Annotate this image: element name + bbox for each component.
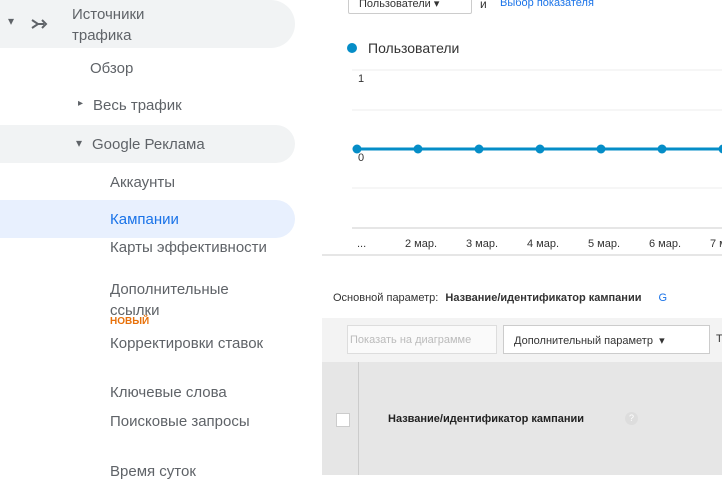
column-divider bbox=[358, 362, 359, 475]
x-tick-label: 5 мар. bbox=[588, 238, 620, 250]
metric-link[interactable]: Выбор показателя bbox=[500, 0, 594, 9]
nav-item[interactable]: Поисковые запросы bbox=[110, 413, 250, 430]
nav-item[interactable]: Кампании bbox=[110, 211, 179, 228]
conjunction: и bbox=[480, 0, 487, 11]
collapsed-arrow: ▸ bbox=[78, 98, 84, 109]
x-tick-label: 7 мар. bbox=[710, 238, 722, 250]
nav-item[interactable]: Карты эффективности bbox=[110, 239, 267, 256]
data-point bbox=[718, 144, 722, 154]
legend-marker bbox=[347, 43, 357, 53]
nav-item[interactable]: Ключевые слова bbox=[110, 384, 227, 401]
x-tick-label: ... bbox=[357, 238, 366, 250]
nav-item[interactable]: Время суток bbox=[110, 463, 196, 480]
nav-item[interactable]: Обзор bbox=[90, 60, 134, 77]
checkbox[interactable] bbox=[336, 413, 350, 427]
table-header bbox=[322, 362, 722, 475]
secondary-text: Дополнительный параметр bbox=[514, 335, 653, 347]
dimension-row: Основной параметр: Название/идентификато… bbox=[333, 292, 667, 304]
x-tick-label: 6 мар. bbox=[649, 238, 681, 250]
data-point bbox=[657, 144, 667, 154]
column-header[interactable]: Название/идентификатор кампании bbox=[388, 413, 585, 425]
data-point bbox=[535, 144, 545, 154]
data-point bbox=[352, 144, 362, 154]
x-tick-label: 3 мар. bbox=[466, 238, 498, 250]
nav-item[interactable]: Корректировки ставок bbox=[110, 335, 264, 352]
data-point bbox=[596, 144, 606, 154]
x-tick-label: 2 мар. bbox=[405, 238, 437, 250]
metric-select[interactable]: Пользователи ▾ bbox=[348, 0, 472, 14]
data-point bbox=[413, 144, 423, 154]
legend-label: Пользователи bbox=[368, 40, 459, 56]
more-controls: Т bbox=[716, 333, 722, 345]
traffic-icon bbox=[31, 19, 48, 29]
chart: Пользователи 0 1... 2 мар. 3 мар. 4 мар. 5 ма… bbox=[322, 40, 722, 256]
new-badge: НОВЫЙ bbox=[110, 316, 150, 327]
dimension-label: Основной параметр: bbox=[333, 292, 439, 304]
nav-item[interactable]: Дополнительные ссылки bbox=[110, 281, 229, 319]
group-bg bbox=[0, 125, 295, 163]
dimension-next[interactable]: G bbox=[658, 292, 668, 304]
active-bg bbox=[0, 200, 295, 238]
table-row bbox=[322, 475, 722, 493]
expanded-arrow: ▾ bbox=[76, 136, 83, 150]
data-point bbox=[474, 144, 484, 154]
metric-select-text: Пользователи bbox=[359, 0, 431, 10]
secondary-select[interactable]: Дополнительный параметр ▾ bbox=[503, 325, 710, 354]
expand-arrow[interactable]: ▾ bbox=[8, 14, 15, 28]
x-tick-label: 4 мар. bbox=[527, 238, 559, 250]
section-bg bbox=[0, 0, 295, 48]
y-tick-label: 0 bbox=[358, 152, 364, 164]
dimension-value[interactable]: Название/идентификатор кампании bbox=[445, 292, 642, 304]
nav-item[interactable]: Google Реклама bbox=[92, 136, 205, 153]
help-icon[interactable]: ? bbox=[625, 412, 638, 425]
nav-item[interactable]: Аккаунты bbox=[110, 174, 176, 191]
section-title[interactable]: Источники трафика bbox=[72, 6, 145, 44]
plot-button[interactable]: Показать на диаграмме bbox=[347, 325, 497, 354]
nav-item[interactable]: Весь трафик bbox=[93, 97, 182, 114]
y-tick-label: 1 bbox=[358, 73, 364, 85]
